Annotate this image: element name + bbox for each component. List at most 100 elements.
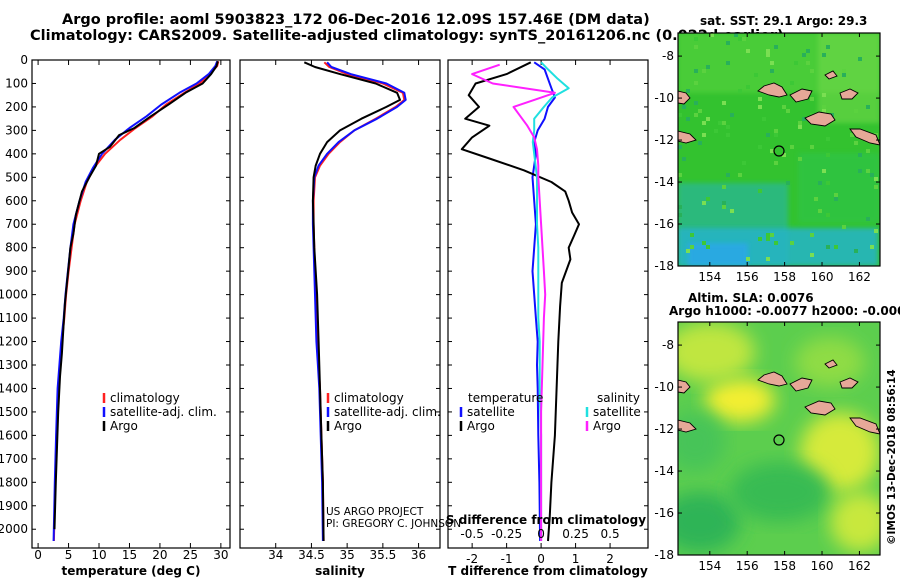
sst-field-pixel <box>758 189 762 193</box>
temperature-xtick-label: 5 <box>65 548 73 562</box>
sla-island <box>757 371 788 387</box>
difference-xtick-label: 1 <box>572 552 580 566</box>
sst-field-pixel <box>758 97 762 101</box>
sst-field-pixel <box>770 149 774 153</box>
sst-field-pixel <box>766 237 770 241</box>
sst-field-pixel <box>874 229 878 233</box>
sst-field-pixel <box>738 89 742 93</box>
pressure-tick-label: 1600 <box>0 428 28 442</box>
sst-lat-label: -18 <box>654 259 674 273</box>
sst-field-pixel <box>842 73 846 77</box>
sst-field-pixel <box>686 89 690 93</box>
sst-field-pixel <box>726 61 730 65</box>
pressure-tick-label: 1200 <box>0 335 28 349</box>
pressure-tick-label: 1300 <box>0 358 28 372</box>
sst-field-pixel <box>858 153 862 157</box>
sla-float-position <box>773 434 785 446</box>
sst-field-pixel <box>706 65 710 69</box>
sst-field-pixel <box>746 257 750 261</box>
sst-field-pixel <box>686 249 690 253</box>
sst-field-pixel <box>854 141 858 145</box>
salinity-xtick-label: 34 <box>268 548 283 562</box>
sst-field-pixel <box>694 37 698 41</box>
sst-field-pixel <box>754 73 758 77</box>
temperature-frame <box>31 59 231 549</box>
sst-field-pixel <box>682 157 686 161</box>
sst-field-pixel <box>694 113 698 117</box>
sla-coast <box>678 419 697 433</box>
sla-map-title: Altim. SLA: 0.0076 <box>688 291 814 305</box>
sst-field-pixel <box>790 81 794 85</box>
pressure-tick-label: 1000 <box>0 288 28 302</box>
sla-field-blob <box>830 492 880 552</box>
sla-island <box>849 417 880 435</box>
pressure-tick-label: 200 <box>5 100 28 114</box>
sst-field-pixel <box>726 125 730 129</box>
sst-float-position <box>773 145 785 157</box>
difference-xtick-label: -2 <box>466 552 478 566</box>
sst-island <box>824 70 838 80</box>
diff-legend-title-salinity: salinity <box>597 391 640 405</box>
sla-map-field <box>678 322 880 555</box>
sst-field-pixel <box>822 169 826 173</box>
sst-field-pixel <box>802 53 806 57</box>
temperature-xtick-label: 10 <box>91 548 106 562</box>
sst-field-pixel <box>722 121 726 125</box>
sst-field-pixel <box>786 109 790 113</box>
temperature-legend-label: Argo <box>110 419 138 433</box>
sst-field-pixel <box>726 41 730 45</box>
sst-field-pixel <box>842 69 846 73</box>
sla-lon-label: 156 <box>736 559 759 573</box>
sst-field-pixel <box>738 37 742 41</box>
sla-island <box>839 377 859 389</box>
temperature-xtick-label: 15 <box>122 548 137 562</box>
sst-field-pixel <box>690 233 694 237</box>
pressure-tick-label: 600 <box>5 194 28 208</box>
sst-field-pixel <box>826 137 830 141</box>
sst-field-pixel <box>818 181 822 185</box>
sst-field-pixel <box>770 69 774 73</box>
sla-field-blob <box>800 412 880 492</box>
salinity-xtick-label: 36 <box>411 548 426 562</box>
sst-field-pixel <box>766 49 770 53</box>
sst-map-field <box>678 33 880 266</box>
salinity-panel: 34 34.5 35 35.5 36 salinity climatologysatelli… <box>239 59 441 578</box>
sst-field-pixel <box>822 105 826 109</box>
sst-field-pixel <box>718 121 722 125</box>
temperature-xtick-label: 0 <box>34 548 42 562</box>
sst-field-pixel <box>766 53 770 57</box>
sst-field-pixel <box>834 193 838 197</box>
difference-line-s-argo <box>471 63 556 541</box>
sst-field-pixel <box>782 105 786 109</box>
sst-field-pixel <box>774 241 778 245</box>
sst-field-pixel <box>714 129 718 133</box>
sst-field-pixel <box>726 173 730 177</box>
sst-field-pixel <box>826 153 830 157</box>
sst-lat-label: -14 <box>654 175 674 189</box>
sst-field-pixel <box>702 121 706 125</box>
sst-field-pixel <box>834 197 838 201</box>
sst-field-pixel <box>858 169 862 173</box>
sst-field-pixel <box>842 225 846 229</box>
diff-legend-label: satellite <box>467 405 515 419</box>
sst-field-pixel <box>802 117 806 121</box>
sla-lon-label: 162 <box>848 559 871 573</box>
temperature-xtick-label: 20 <box>152 548 167 562</box>
diff-legend-title-temperature: temperature <box>468 391 543 405</box>
sst-field-patch <box>688 243 748 266</box>
sst-field-pixel <box>758 145 762 149</box>
salinity-legend-label: Argo <box>334 419 362 433</box>
sst-map-frame <box>677 32 881 267</box>
temperature-legend-label: climatology <box>110 391 180 405</box>
sla-lat-label: -18 <box>654 548 674 562</box>
sst-field-pixel <box>742 37 746 41</box>
sla-island <box>824 359 838 369</box>
diff-legend-label: Argo <box>593 419 621 433</box>
sst-field-pixel <box>774 133 778 137</box>
sst-field-pixel <box>690 245 694 249</box>
sst-field-pixel <box>858 57 862 61</box>
temperature-line-climatology <box>52 60 220 542</box>
pressure-tick-label: 2000 <box>0 522 28 536</box>
sla-map: -8 -10 -12 -14 -16 -18 154 156 158 160 162 <box>654 321 881 573</box>
sst-lat-label: -10 <box>654 91 674 105</box>
